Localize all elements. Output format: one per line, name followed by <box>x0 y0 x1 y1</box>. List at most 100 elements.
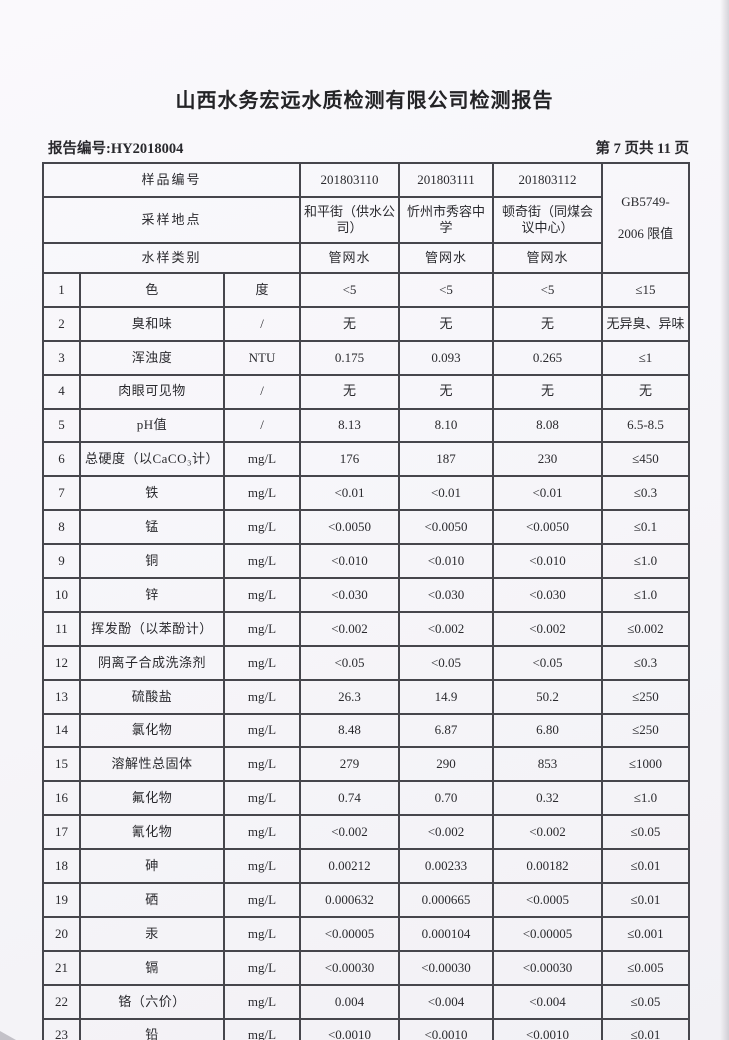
row-number: 8 <box>42 509 81 546</box>
table-row: 8 锰 mg/L <0.0050 <0.0050 <0.0050 ≤0.1 <box>42 509 690 546</box>
limit-value: ≤1.0 <box>601 543 690 580</box>
value-sample-2: <0.05 <box>398 644 494 681</box>
row-number: 3 <box>42 339 81 376</box>
limit-value: ≤0.1 <box>601 509 690 546</box>
value-sample-3: <0.010 <box>492 543 603 580</box>
limit-value: ≤250 <box>601 712 690 749</box>
row-number: 20 <box>42 915 81 952</box>
unit: / <box>223 373 301 410</box>
limit-value: ≤0.005 <box>601 949 690 986</box>
item-name: 铁 <box>79 475 225 512</box>
row-number: 23 <box>42 1017 81 1040</box>
value-sample-1: 0.175 <box>299 339 400 376</box>
item-name: 锰 <box>79 509 225 546</box>
table-row: 19 硒 mg/L 0.000632 0.000665 <0.0005 ≤0.01 <box>42 882 690 918</box>
row-number: 16 <box>42 780 81 817</box>
limit-value: 无异臭、异味 <box>601 305 690 342</box>
unit: mg/L <box>223 644 301 681</box>
value-sample-3: 0.32 <box>492 780 603 817</box>
value-sample-1: 279 <box>299 746 400 783</box>
limit-value: ≤1.0 <box>601 577 690 613</box>
value-sample-3: 6.80 <box>492 712 603 749</box>
unit: mg/L <box>223 543 301 580</box>
table-row: 12 阴离子合成洗涤剂 mg/L <0.05 <0.05 <0.05 ≤0.3 <box>42 644 690 681</box>
item-name: 铬（六价） <box>79 983 225 1020</box>
value-sample-3: <0.0005 <box>492 882 603 918</box>
value-sample-2: <0.0010 <box>398 1017 494 1040</box>
table-row: 13 硫酸盐 mg/L 26.3 14.9 50.2 ≤250 <box>42 678 690 715</box>
value-sample-1: 无 <box>299 373 400 410</box>
table-row: 3 浑浊度 NTU 0.175 0.093 0.265 ≤1 <box>42 339 690 376</box>
value-sample-3: 8.08 <box>492 407 603 444</box>
row-number: 4 <box>42 373 81 410</box>
limit-value: ≤0.002 <box>601 610 690 647</box>
row-number: 19 <box>42 882 81 918</box>
row-number: 22 <box>42 983 81 1020</box>
limit-value: 无 <box>601 373 690 410</box>
unit: mg/L <box>223 949 301 986</box>
value-sample-1: <0.002 <box>299 610 400 647</box>
value-sample-1: 0.00212 <box>299 848 400 885</box>
value-sample-2: 无 <box>398 373 494 410</box>
header-row-water-type: 水样类别 管网水 管网水 管网水 <box>42 242 689 274</box>
unit: 度 <box>223 272 301 308</box>
limit-value: ≤1000 <box>601 746 690 783</box>
limit-value: ≤0.001 <box>601 915 690 952</box>
value-sample-2: 14.9 <box>398 678 494 715</box>
value-sample-2: 0.000665 <box>398 882 494 918</box>
unit: mg/L <box>223 983 301 1020</box>
value-sample-2: <0.0050 <box>398 509 494 546</box>
value-sample-2: 0.00233 <box>398 848 494 885</box>
sample-no-2: 201803111 <box>398 162 494 198</box>
item-name: 色 <box>79 272 225 308</box>
item-name: 肉眼可见物 <box>79 373 225 410</box>
value-sample-1: <0.010 <box>299 543 400 580</box>
location-label: 采样地点 <box>42 196 301 244</box>
value-sample-1: <0.05 <box>299 644 400 681</box>
value-sample-1: 8.13 <box>299 407 400 444</box>
item-name: pH值 <box>79 407 225 444</box>
value-sample-3: <0.00005 <box>492 915 603 952</box>
water-type-3: 管网水 <box>492 242 603 274</box>
item-name: 氰化物 <box>79 814 225 851</box>
row-number: 12 <box>42 644 81 681</box>
limit-value: ≤450 <box>601 441 690 478</box>
limit-standard-header: GB5749- 2006 限值 <box>601 162 690 274</box>
value-sample-2: 290 <box>398 746 494 783</box>
item-name: 铅 <box>79 1017 225 1040</box>
item-name: 挥发酚（以苯酚计） <box>79 610 225 647</box>
row-number: 13 <box>42 678 81 715</box>
row-number: 5 <box>42 407 81 444</box>
table-row: 9 铜 mg/L <0.010 <0.010 <0.010 ≤1.0 <box>42 543 690 580</box>
item-name: 砷 <box>79 848 225 885</box>
item-name: 浑浊度 <box>79 339 225 376</box>
limit-value: ≤0.01 <box>601 848 690 885</box>
table-row: 11 挥发酚（以苯酚计） mg/L <0.002 <0.002 <0.002 ≤0.002 <box>42 610 690 647</box>
unit: / <box>223 305 301 342</box>
value-sample-1: <0.00030 <box>299 949 400 986</box>
item-name: 铜 <box>79 543 225 580</box>
unit: mg/L <box>223 441 301 478</box>
unit: mg/L <box>223 577 301 613</box>
value-sample-2: <0.002 <box>398 610 494 647</box>
item-name: 氯化物 <box>79 712 225 749</box>
limit-value: ≤0.3 <box>601 475 690 512</box>
value-sample-3: <0.002 <box>492 814 603 851</box>
table-row: 16 氟化物 mg/L 0.74 0.70 0.32 ≤1.0 <box>42 780 690 817</box>
report-meta-row: 报告编号:HY2018004 第 7 页共 11 页 <box>48 137 689 158</box>
unit: / <box>223 407 301 444</box>
limit-value: ≤0.05 <box>601 814 690 851</box>
value-sample-3: 853 <box>492 746 603 783</box>
table-row: 2 臭和味 / 无无无无异臭、异味 <box>42 305 690 342</box>
header-row-location: 采样地点 和平街（供水公司） 忻州市秀容中学 顿奇街（同煤会议中心） <box>42 196 689 244</box>
item-name: 锌 <box>79 577 225 613</box>
limit-value: 6.5-8.5 <box>601 407 690 444</box>
value-sample-1: <0.002 <box>299 814 400 851</box>
row-number: 11 <box>42 610 81 647</box>
table-row: 5 pH值/8.13 8.10 8.08 6.5-8.5 <box>42 407 690 444</box>
value-sample-1: 8.48 <box>299 712 400 749</box>
value-sample-3: 无 <box>492 305 603 342</box>
table-row: 22 铬（六价） mg/L 0.004 <0.004 <0.004 ≤0.05 <box>42 983 690 1020</box>
value-sample-3: 230 <box>492 441 603 478</box>
results-table: 样品编号 201803110 201803111 201803112 GB574… <box>42 162 690 1040</box>
